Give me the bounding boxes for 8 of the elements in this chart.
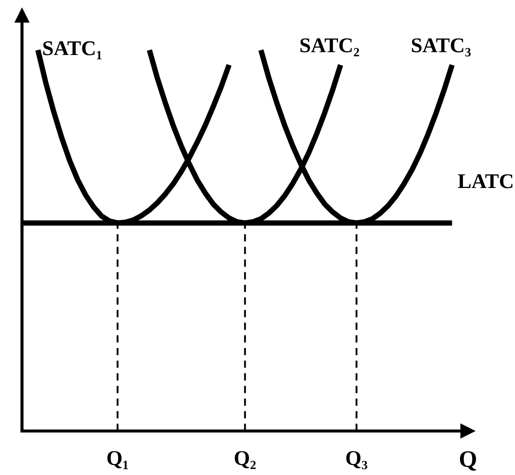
series-label: SATC₁ bbox=[43, 41, 102, 60]
x-tick-label: Q₃ bbox=[346, 451, 368, 470]
x-tick-label: Q₂ bbox=[234, 451, 256, 470]
series-label: LATC bbox=[458, 174, 512, 188]
x-tick-label: Q₁ bbox=[107, 451, 128, 470]
x-axis-title: Q bbox=[460, 451, 476, 471]
series-label: SATC₂ bbox=[300, 38, 360, 56]
series-label: SATC₃ bbox=[412, 38, 471, 56]
